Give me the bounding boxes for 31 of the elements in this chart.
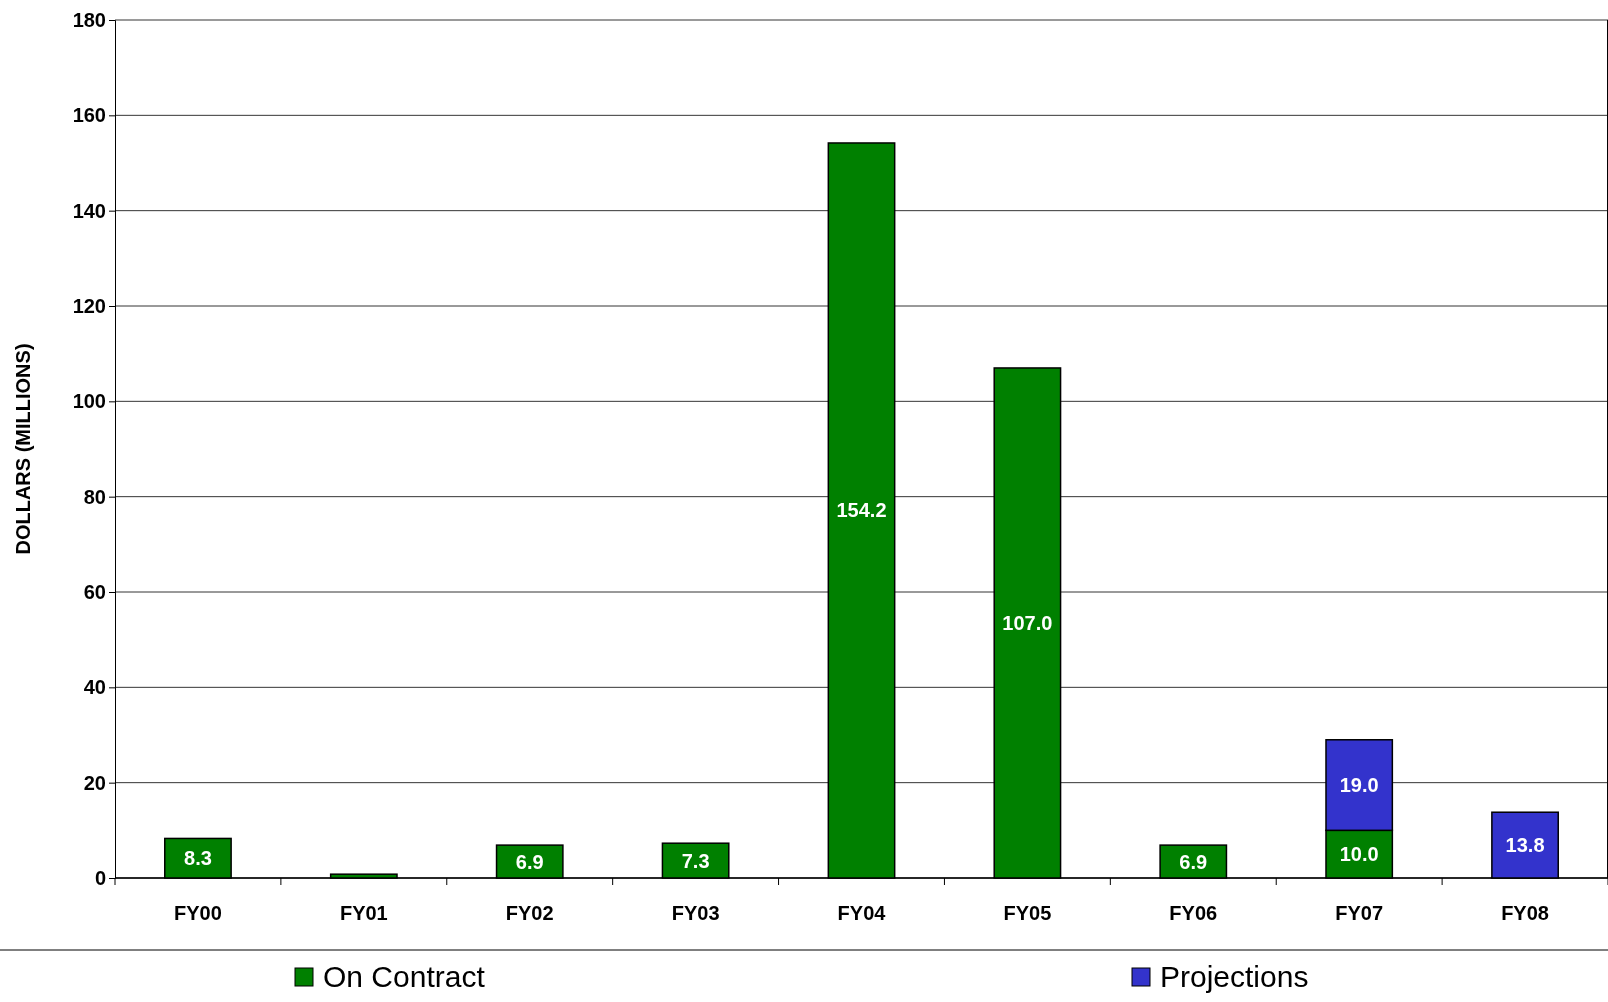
data-label: 19.0: [1339, 774, 1379, 797]
x-tick-label: FY05: [1003, 902, 1052, 925]
y-axis-title: DOLLARS (MILLIONS): [12, 343, 34, 555]
x-tick-label: FY08: [1501, 902, 1549, 925]
x-tick-label: FY06: [1169, 902, 1218, 925]
x-tick-label: FY02: [505, 902, 554, 925]
data-label: 6.9: [1179, 850, 1208, 873]
y-tick-label: 100: [72, 390, 106, 413]
y-tick-label: 160: [72, 104, 106, 127]
x-tick-label: FY03: [671, 902, 720, 925]
y-tick-label: 140: [72, 199, 106, 222]
y-tick-label: 40: [83, 676, 106, 699]
y-tick-label: 0: [94, 866, 106, 889]
data-label: 6.9: [515, 850, 544, 873]
y-tick-label: 60: [83, 580, 106, 603]
legend-label: Projections: [1160, 960, 1309, 993]
data-label: 10.0: [1339, 843, 1379, 866]
data-label: 13.8: [1505, 834, 1545, 857]
y-tick-label: 80: [83, 485, 106, 508]
y-tick-label: 180: [72, 8, 106, 31]
x-tick-label: FY04: [837, 902, 887, 925]
x-tick-label: FY07: [1335, 902, 1384, 925]
legend-label: On Contract: [323, 960, 486, 993]
data-label: 154.2: [836, 499, 887, 522]
y-tick-label: 20: [83, 771, 106, 794]
x-tick-label: FY01: [339, 902, 388, 925]
data-label: 107.0: [1002, 611, 1053, 634]
data-label: 7.3: [681, 849, 710, 872]
data-label: 8.3: [184, 847, 212, 870]
y-tick-label: 120: [72, 294, 106, 317]
x-tick-label: FY00: [174, 902, 222, 925]
